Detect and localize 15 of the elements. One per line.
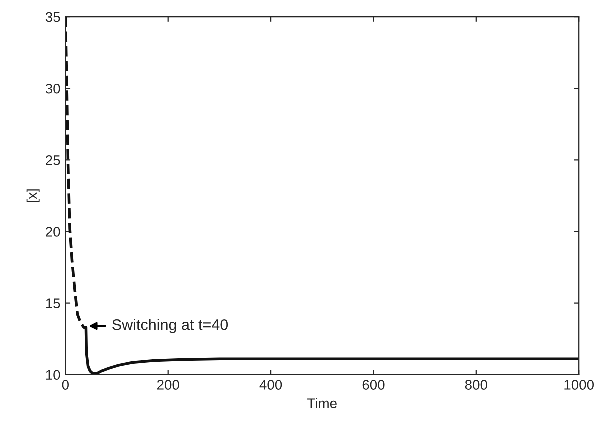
x-tick-label: 200 bbox=[157, 380, 180, 390]
y-tick-label: 30 bbox=[46, 84, 60, 94]
y-tick-label: 25 bbox=[46, 156, 60, 166]
x-tick-label: 800 bbox=[465, 380, 488, 390]
x-tick-label: 0 bbox=[62, 380, 69, 390]
x-tick-label: 600 bbox=[362, 380, 385, 390]
annotation: Switching at t=40 bbox=[112, 319, 228, 334]
y-tick-label: 20 bbox=[46, 227, 60, 237]
x-tick-label: 1000 bbox=[564, 380, 594, 390]
y-axis-title: [x] bbox=[26, 190, 40, 202]
x-tick-label: 400 bbox=[260, 380, 282, 390]
y-tick-label: 35 bbox=[46, 12, 60, 22]
y-tick-label: 15 bbox=[46, 298, 60, 308]
x-axis-title: Time bbox=[308, 398, 337, 408]
y-tick-label: 10 bbox=[46, 370, 60, 380]
